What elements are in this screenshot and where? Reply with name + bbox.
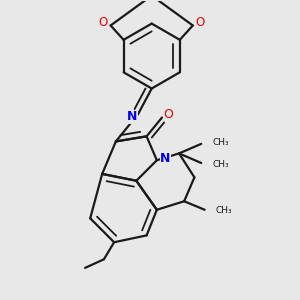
Text: CH₃: CH₃ (216, 206, 232, 215)
Text: N: N (127, 110, 137, 123)
Text: O: O (163, 108, 173, 121)
Text: O: O (196, 16, 205, 29)
Text: O: O (98, 16, 108, 29)
Text: CH₃: CH₃ (212, 160, 229, 169)
Text: N: N (160, 152, 171, 165)
Text: CH₃: CH₃ (212, 138, 229, 147)
